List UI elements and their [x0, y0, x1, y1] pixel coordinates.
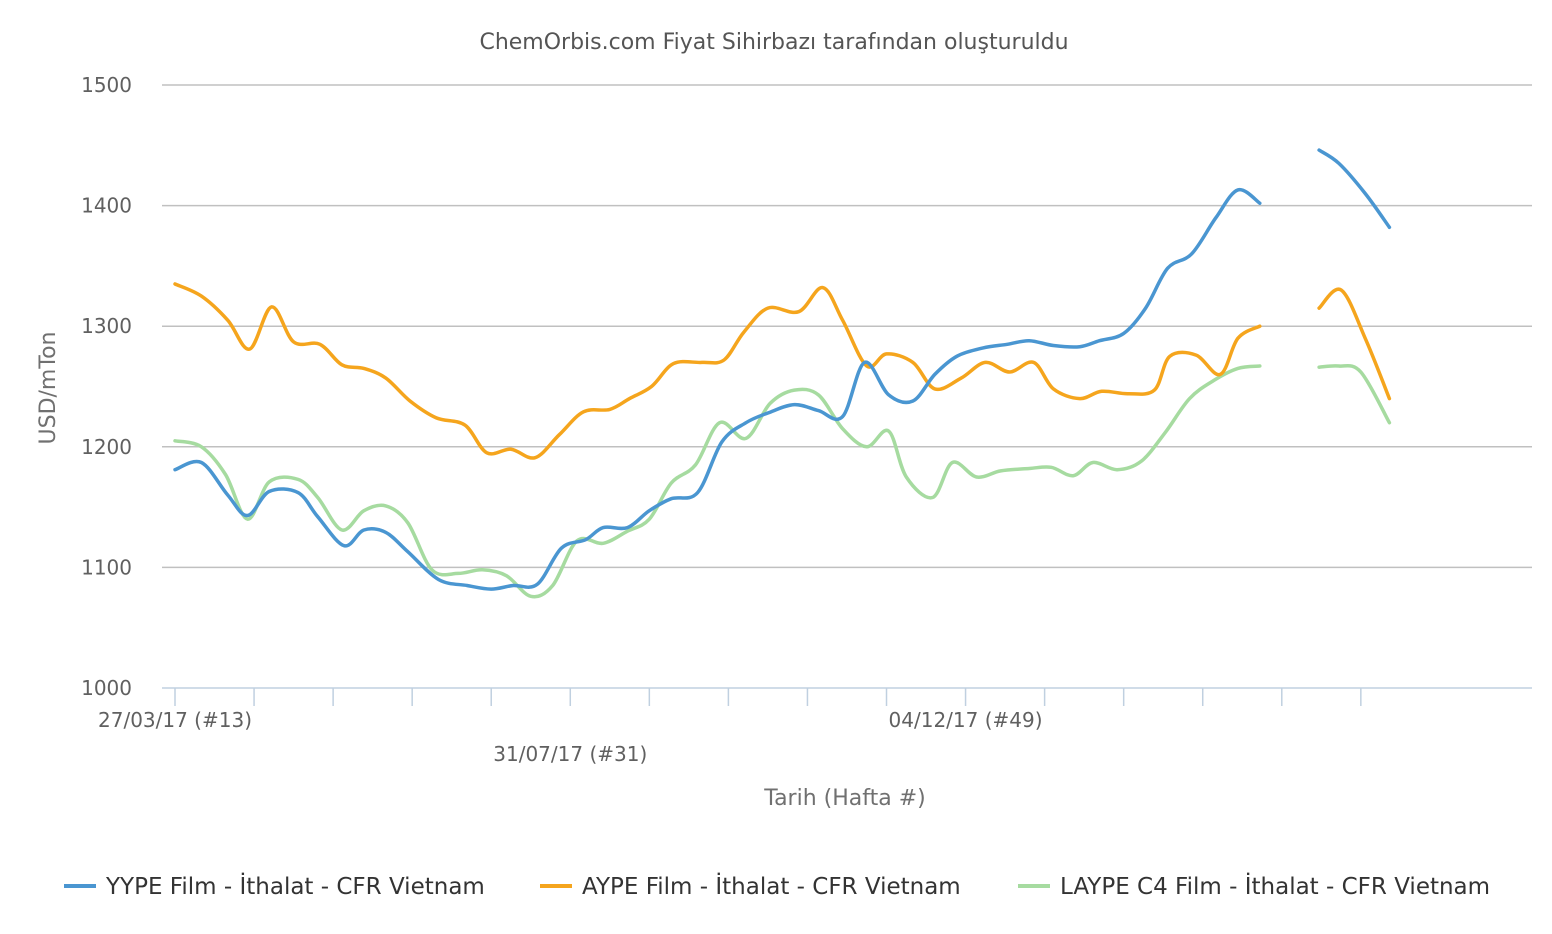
y-tick-label: 1500 [81, 73, 132, 97]
legend-item[interactable]: YYPE Film - İthalat - CFR Vietnam [64, 872, 485, 900]
x-axis-title: Tarih (Hafta #) [763, 786, 925, 811]
legend: YYPE Film - İthalat - CFR Vietnam AYPE Fi… [64, 872, 1490, 900]
y-tick-label: 1200 [81, 435, 132, 459]
y-axis-ticks: 1000 1100 1200 1300 1400 1500 [81, 73, 132, 700]
legend-item[interactable]: AYPE Film - İthalat - CFR Vietnam [540, 872, 961, 900]
series-line-segment [173, 187, 1262, 591]
series-line-segment [1317, 364, 1392, 425]
y-tick-label: 1100 [81, 555, 132, 579]
x-axis: 27/03/17 (#13) 31/07/17 (#31) 04/12/17 (#4… [98, 687, 1532, 766]
x-tick-label: 31/07/17 (#31) [493, 742, 647, 766]
y-axis-title: USD/mTon [36, 332, 61, 445]
series-line-segment [1317, 148, 1392, 230]
series-line-segment [1317, 287, 1392, 401]
y-tick-label: 1300 [81, 314, 132, 338]
legend-label: YYPE Film - İthalat - CFR Vietnam [105, 872, 485, 900]
series-line-segment [173, 364, 1262, 599]
series-3-line [173, 364, 1392, 599]
x-tick-label: 04/12/17 (#49) [889, 708, 1043, 732]
y-tick-label: 1400 [81, 194, 132, 218]
series-lines [173, 148, 1392, 599]
legend-item[interactable]: LAYPE C4 Film - İthalat - CFR Vietnam [1018, 872, 1490, 900]
series-line-segment [173, 282, 1262, 460]
y-tick-label: 1000 [81, 676, 132, 700]
series-1-line [173, 148, 1392, 591]
legend-label: LAYPE C4 Film - İthalat - CFR Vietnam [1060, 872, 1490, 900]
legend-label: AYPE Film - İthalat - CFR Vietnam [582, 872, 961, 900]
series-2-line [173, 282, 1392, 460]
chart-title: ChemOrbis.com Fiyat Sihirbazı tarafından… [479, 30, 1068, 55]
x-tick-label: 27/03/17 (#13) [98, 708, 252, 732]
